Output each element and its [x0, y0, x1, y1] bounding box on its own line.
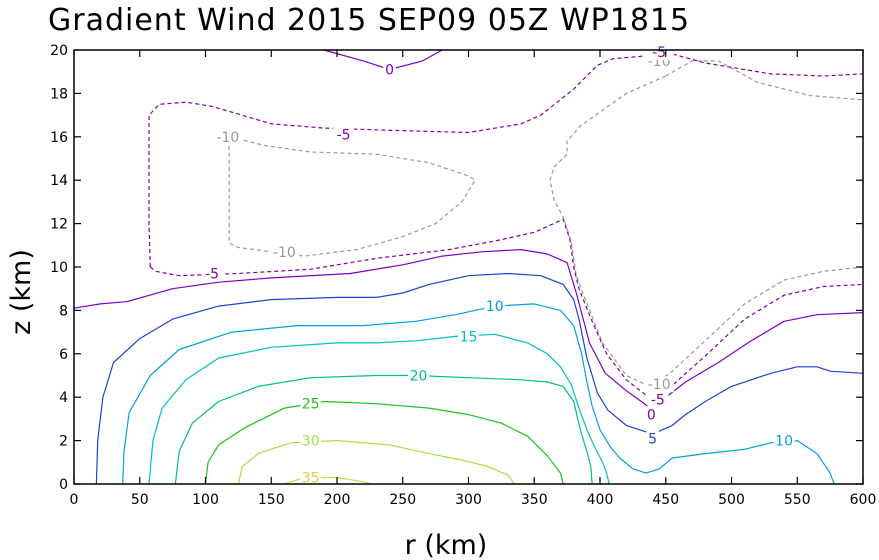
x-tick-label: 0: [70, 492, 79, 508]
y-axis: 0 2 4 6 8 10 12 14 16 18 20: [50, 43, 863, 493]
y-tick-label: 8: [59, 303, 68, 319]
x-tick-label: 250: [389, 492, 416, 508]
contour-label: -10: [273, 245, 296, 261]
y-tick-label: 4: [59, 390, 68, 406]
x-tick-label: 50: [131, 492, 149, 508]
contour-label-bg: [648, 44, 670, 61]
contour-label: 5: [648, 431, 657, 447]
contour-label: 25: [302, 397, 320, 413]
contour-line: [122, 303, 835, 485]
y-tick-label: 10: [50, 260, 68, 276]
contour-label-bg: [458, 328, 479, 345]
contour-line: [204, 400, 564, 485]
contour-line: [148, 333, 610, 485]
contour-label-bg: [646, 430, 659, 447]
chart-title: Gradient Wind 2015 SEP09 05Z WP1815: [48, 3, 690, 38]
contour-label-bg: [383, 61, 396, 78]
x-tick-label: 100: [192, 492, 219, 508]
contour-label-bg: [773, 432, 795, 449]
contour-line: [323, 49, 443, 71]
contour-line: [284, 476, 372, 485]
y-tick-label: 2: [59, 434, 68, 450]
contour-label-bg: [213, 128, 243, 145]
contour-line: [149, 218, 864, 396]
contour-line: [148, 51, 864, 268]
contour-label: -5: [205, 267, 219, 283]
contour-label: 10: [486, 299, 504, 315]
contour-label: 0: [647, 408, 656, 424]
contour-label: -10: [216, 130, 239, 146]
y-tick-label: 18: [50, 86, 68, 102]
x-tick-label: 350: [521, 492, 548, 508]
contour-label-bg: [408, 367, 430, 384]
contour-label-bg: [300, 432, 322, 449]
contour-label-bg: [201, 265, 223, 282]
x-axis: 0 50 100 150 200 250 300 350 400 450 500 550 600: [70, 50, 877, 508]
y-tick-label: 12: [50, 217, 68, 233]
x-tick-label: 200: [324, 492, 351, 508]
contour-line: [95, 272, 864, 485]
x-tick-label: 450: [652, 492, 679, 508]
contour-line: [237, 440, 515, 485]
contour-label-bg: [300, 469, 322, 486]
contour-label-bg: [484, 298, 506, 315]
contour-label: 20: [410, 369, 428, 385]
y-tick-label: 0: [59, 477, 68, 493]
y-axis-label: z (km): [6, 249, 37, 335]
y-tick-label: 16: [50, 130, 68, 146]
contour-line: [665, 60, 864, 101]
contour-label: 0: [385, 63, 394, 79]
contour-line: [73, 249, 864, 407]
contour-label-bg: [300, 395, 322, 412]
x-tick-label: 550: [784, 492, 811, 508]
contour-label: 15: [460, 329, 478, 345]
y-tick-label: 6: [59, 347, 68, 363]
contour-label-bg: [644, 376, 674, 393]
contour-label: -5: [651, 392, 665, 408]
contour-label-bg: [269, 243, 300, 260]
contour-label-bg: [647, 391, 669, 408]
contour-line: [549, 75, 864, 385]
contour-label: 10: [775, 434, 793, 450]
contour-layer: [73, 49, 864, 485]
contour-label-bg: [333, 126, 355, 143]
x-axis-label: r (km): [405, 530, 488, 560]
x-tick-label: 150: [258, 492, 285, 508]
contour-line: [174, 374, 593, 485]
contour-label: -10: [648, 377, 671, 393]
contour-label: -5: [337, 128, 351, 144]
x-tick-label: 400: [587, 492, 614, 508]
contour-label-bg: [645, 406, 658, 423]
contour-label: 35: [302, 470, 320, 486]
y-tick-label: 20: [50, 43, 68, 59]
contour-label: -5: [652, 45, 666, 61]
contour-line: [227, 138, 476, 257]
x-tick-label: 600: [850, 492, 877, 508]
y-tick-label: 14: [50, 173, 68, 189]
x-tick-label: 300: [455, 492, 482, 508]
plot-frame: [73, 49, 864, 485]
contour-label: 30: [302, 434, 320, 450]
x-tick-label: 500: [718, 492, 745, 508]
